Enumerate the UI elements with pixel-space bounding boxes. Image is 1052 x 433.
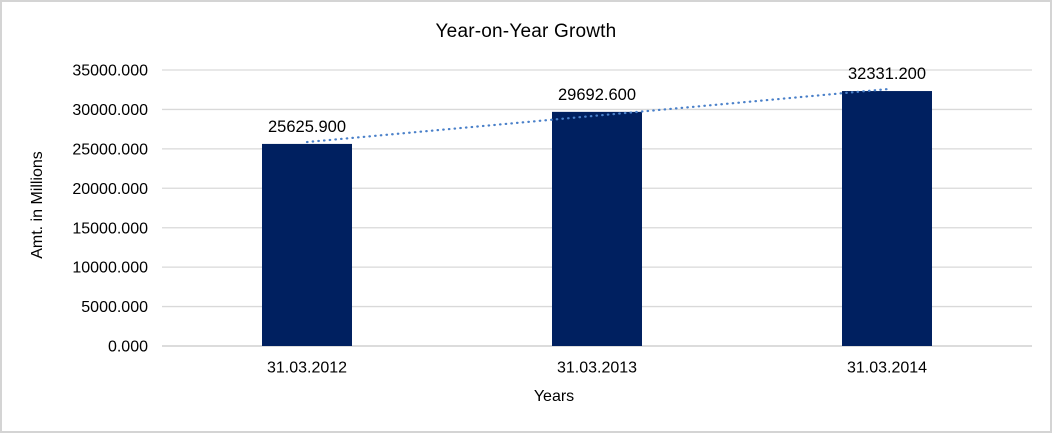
data-label: 32331.200 [848, 65, 926, 83]
x-axis-title: Years [533, 388, 575, 405]
trendline [305, 88, 889, 144]
data-label: 29692.600 [558, 86, 636, 104]
bar-31.03.2013 [552, 111, 642, 347]
x-tick-label: 31.03.2014 [847, 360, 927, 377]
bar-31.03.2012 [262, 143, 352, 346]
y-tick-label: 5000.000 [81, 299, 148, 316]
y-tick-label: 15000.000 [72, 220, 148, 237]
data-label: 25625.900 [268, 118, 346, 136]
chart-title: Year-on-Year Growth [435, 21, 617, 42]
x-tick-label: 31.03.2012 [267, 360, 347, 377]
y-tick-label: 25000.000 [72, 141, 148, 158]
y-tick-label: 0.000 [108, 339, 148, 356]
y-tick-label: 10000.000 [72, 260, 148, 277]
y-tick-label: 20000.000 [72, 181, 148, 198]
y-tick-label: 30000.000 [72, 102, 148, 119]
bar-31.03.2014 [842, 91, 932, 346]
y-tick-label: 35000.000 [72, 63, 148, 80]
x-tick-label: 31.03.2013 [557, 360, 637, 377]
